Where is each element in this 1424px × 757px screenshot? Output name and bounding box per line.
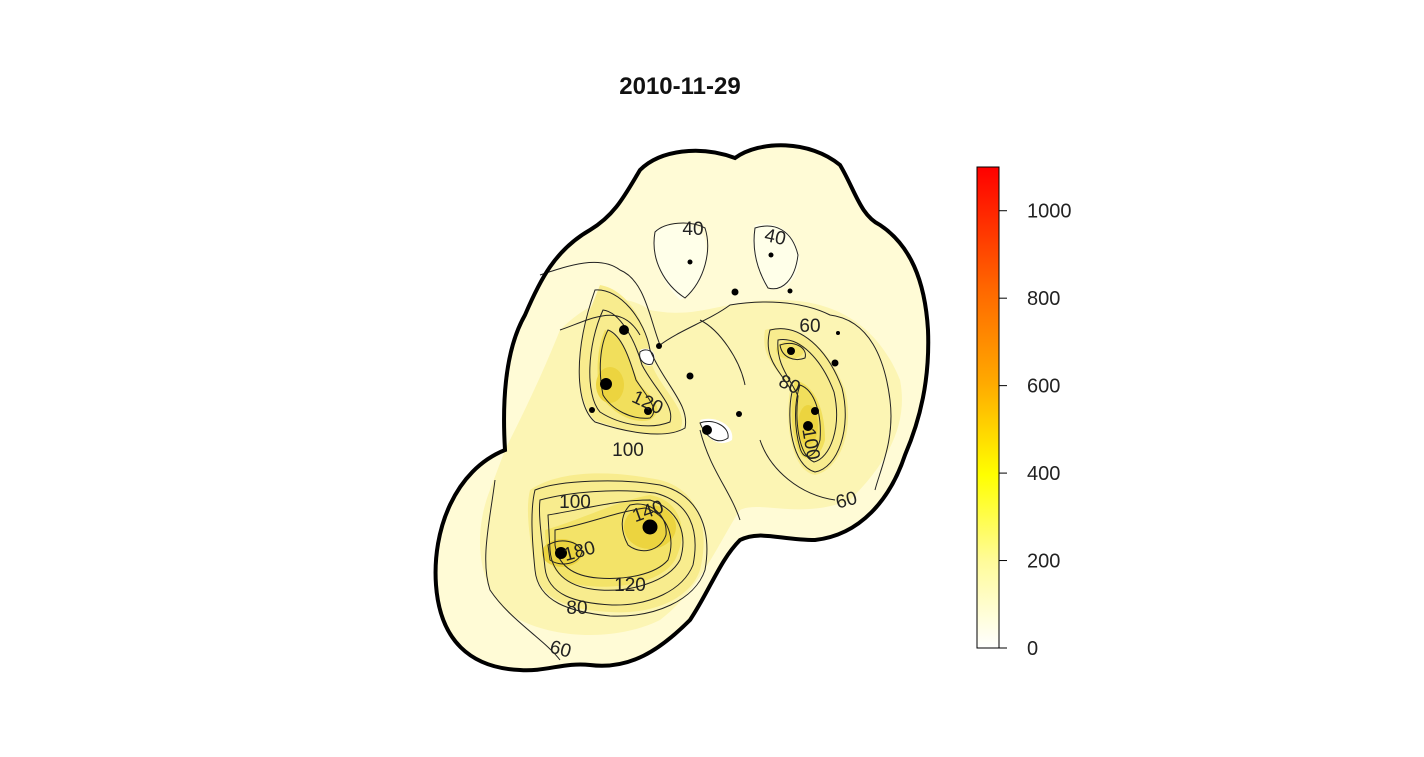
contour-label: 120 (614, 575, 646, 596)
contour-label: 40 (763, 225, 788, 250)
colorbar-legend: 0 200 400 600 800 1000 (976, 166, 1072, 660)
station-point (702, 425, 712, 435)
station-point (803, 421, 813, 431)
station-point (768, 252, 774, 258)
contour-label: 80 (566, 598, 587, 619)
station-point (687, 259, 693, 265)
colorbar-ticks: 0 200 400 600 800 1000 (999, 201, 1072, 660)
station-point (836, 331, 840, 335)
station-point (656, 343, 662, 349)
station-point (831, 359, 839, 367)
station-point (619, 325, 629, 335)
chart-title: 2010-11-29 (619, 73, 740, 100)
colorbar-tick-label: 800 (1027, 288, 1060, 310)
station-point (787, 288, 793, 294)
contour-label: 60 (799, 316, 820, 337)
contour-label: 100 (612, 440, 644, 461)
contour-field (435, 145, 929, 671)
station-point (736, 411, 742, 417)
station-point (555, 547, 567, 559)
colorbar-tick-label: 0 (1027, 638, 1038, 660)
colorbar-tick-label: 400 (1027, 463, 1060, 485)
station-point (686, 372, 694, 380)
contour-label: 100 (559, 492, 591, 513)
station-points (555, 252, 840, 559)
colorbar-tick-label: 600 (1027, 376, 1060, 398)
station-point (642, 519, 658, 535)
colorbar (976, 166, 1000, 649)
contour-label: 40 (682, 219, 703, 240)
station-point (787, 347, 795, 355)
colorbar-tick-label: 200 (1027, 551, 1060, 573)
station-point (644, 407, 652, 415)
station-point (589, 407, 595, 413)
station-point (600, 378, 612, 390)
colorbar-tick-label: 1000 (1027, 201, 1072, 223)
contour-labels: 40 40 60 80 100 120 100 100 140 180 120 … (547, 219, 859, 663)
station-point (731, 288, 739, 296)
station-point (811, 407, 819, 415)
region-outline (433, 143, 931, 673)
contour-lines (485, 222, 892, 661)
